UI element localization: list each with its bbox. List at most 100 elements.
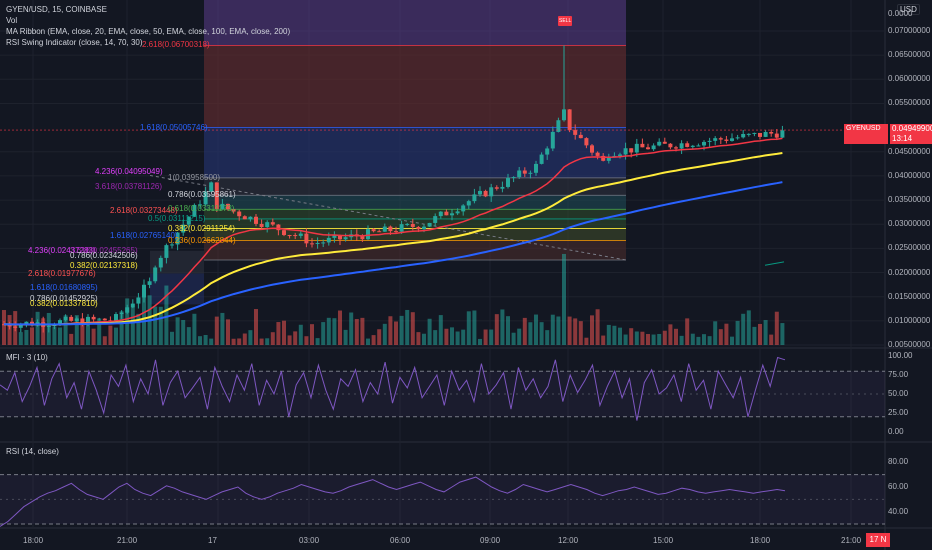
candle-body: [80, 318, 85, 325]
candle-body: [478, 190, 482, 195]
volume-bar: [640, 331, 645, 345]
volume-bar: [724, 323, 729, 345]
volume-bar: [634, 331, 639, 345]
indicator-rsi-swing-label[interactable]: RSI Swing Indicator (close, 14, 70, 30): [6, 38, 143, 47]
volume-bar: [690, 333, 695, 345]
candle-body: [629, 148, 634, 153]
volume-bar: [612, 325, 617, 345]
candle-body: [130, 303, 135, 308]
volume-bar: [500, 309, 505, 345]
volume-bar: [623, 334, 628, 345]
price-axis-label: 0.04500000: [888, 146, 931, 156]
volume-bar: [763, 320, 768, 345]
sell-signal-label: SELL: [559, 18, 572, 24]
fib-zone-purple: [204, 0, 626, 46]
rsi-pane-bg: [0, 444, 885, 528]
volume-bar: [142, 284, 146, 345]
volume-bar: [674, 328, 678, 345]
volume-bar: [209, 338, 214, 345]
volume-bar: [287, 335, 292, 345]
candle-body: [192, 204, 197, 217]
volume-bar: [41, 318, 46, 345]
price-axis-label: 0.03000000: [888, 219, 931, 229]
volume-bar: [735, 320, 740, 345]
volume-bar: [366, 338, 370, 345]
fib-level-label: 1.618(0.02765140): [110, 230, 178, 240]
candle-body: [741, 133, 746, 138]
volume-bar: [573, 318, 578, 345]
volume-bar: [606, 324, 611, 345]
volume-bar: [578, 321, 583, 345]
candle-body: [545, 148, 550, 155]
rsi-axis-label: 60.00: [888, 482, 909, 491]
volume-bar: [601, 335, 606, 345]
sell-signal-marker: [558, 16, 572, 26]
candle-body: [774, 133, 779, 138]
fib-level-label: 0.618(0.03311173): [168, 204, 235, 214]
candle-body: [763, 132, 768, 137]
time-axis-label: 03:00: [299, 536, 320, 545]
indicator-ma-ribbon-label[interactable]: MA Ribbon (EMA, close, 20, EMA, close, 5…: [6, 27, 291, 36]
indicator-volume-label[interactable]: Vol: [6, 16, 18, 25]
price-axis-label: 0.01000000: [888, 315, 931, 325]
candle-body: [562, 109, 566, 121]
candle-body: [332, 234, 337, 238]
volume-bar: [696, 336, 701, 345]
volume-bar: [679, 335, 684, 345]
volume-bar: [567, 316, 572, 345]
candle-body: [315, 242, 320, 244]
candle-body: [304, 233, 309, 244]
mfi-axis-label: 50.00: [888, 389, 909, 398]
volume-bar: [170, 331, 174, 345]
candle-body: [270, 222, 275, 225]
candle-body: [69, 316, 74, 321]
time-axis-label: 15:00: [653, 536, 674, 545]
volume-bar: [556, 316, 561, 345]
currency-selector[interactable]: USD: [897, 4, 920, 15]
mfi-axis-label: 100.00: [888, 351, 913, 360]
fib-level-label: 1(0.03958500): [168, 172, 221, 182]
mfi-band: [0, 371, 885, 417]
candle-body: [427, 222, 432, 227]
mfi-pane-title[interactable]: MFI · 3 (10): [6, 353, 48, 362]
volume-bar: [119, 311, 124, 345]
candle-body: [405, 223, 410, 225]
candle-body: [410, 223, 415, 227]
volume-bar: [522, 317, 527, 345]
volume-bar: [254, 309, 258, 345]
candle-body: [242, 216, 247, 220]
candle-body: [58, 320, 62, 326]
price-axis-label: 0.0000: [888, 9, 913, 19]
volume-bar: [175, 317, 180, 345]
candle-body: [651, 145, 656, 150]
fib-level-label: 0.382(0.02911254): [168, 223, 236, 233]
candle-body: [293, 235, 298, 237]
fib-level-label: 0.236(0.02662844): [168, 235, 236, 245]
volume-bar: [192, 313, 197, 345]
fib-level-label: 0.786(0.01452925): [30, 294, 98, 304]
volume-bar: [382, 323, 387, 345]
candle-body: [567, 109, 572, 131]
candle-body: [702, 141, 706, 146]
rsi-pane-title[interactable]: RSI (14, close): [6, 447, 59, 456]
candle-body: [298, 233, 303, 236]
ema-line: [3, 181, 783, 326]
volume-bar: [86, 321, 90, 345]
price-axis-label: 0.01500000: [888, 291, 931, 301]
volume-bar: [774, 311, 779, 345]
volume-bar: [517, 328, 522, 345]
candle-body: [102, 318, 107, 321]
volume-bar: [758, 323, 762, 345]
volume-bar: [326, 317, 331, 345]
price-axis-label: 0.00500000: [888, 340, 931, 349]
volume-bar: [668, 324, 673, 345]
symbol-title[interactable]: GYEN/USD, 15, COINBASE: [6, 5, 107, 14]
volume-bar: [478, 338, 482, 345]
volume-bar: [685, 318, 690, 345]
candle-body: [780, 130, 785, 138]
volume-bar: [270, 332, 275, 345]
volume-bar: [293, 331, 298, 345]
volume-bar: [629, 328, 634, 345]
fib-level-label: 1.618(0.01680895): [30, 282, 98, 292]
